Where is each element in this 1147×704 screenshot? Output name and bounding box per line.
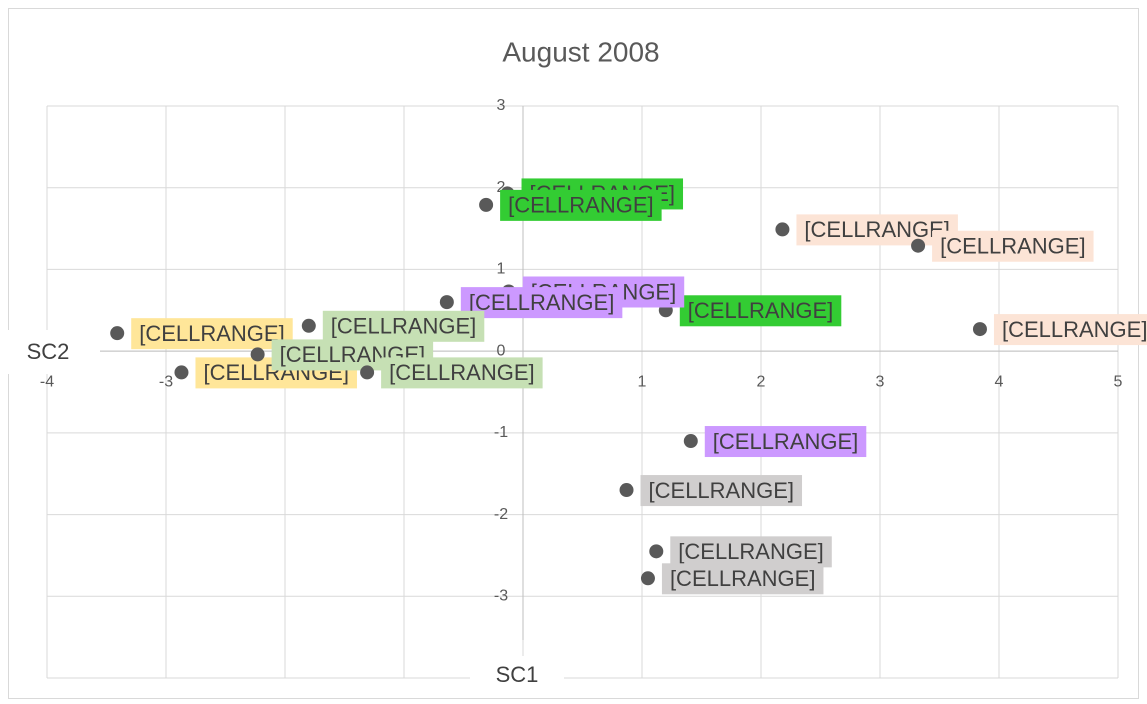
- data-label-box: [679, 295, 842, 327]
- data-label-text: [CELLRANGE]: [804, 217, 950, 242]
- x-tick-label: -3: [159, 373, 173, 390]
- data-label: [CELLRANGE]: [131, 318, 293, 350]
- y-axis-title-box: [8, 330, 100, 374]
- marker: [479, 197, 494, 212]
- data-label-box: [640, 475, 803, 507]
- data-label-box: [661, 563, 824, 595]
- x-tick-label: 1: [638, 373, 647, 390]
- data-label-text: [CELLRANGE]: [688, 298, 834, 323]
- chart-border: [8, 8, 1139, 699]
- data-label-box: [670, 536, 832, 568]
- marker: [619, 483, 634, 498]
- data-label: [CELLRANGE]: [381, 357, 543, 389]
- data-label-text: [CELLRANGE]: [331, 314, 477, 339]
- data-label-text: [CELLRANGE]: [508, 193, 654, 218]
- marker: [683, 434, 698, 449]
- y-axis-title: SC2: [8, 330, 100, 374]
- marker: [301, 318, 316, 333]
- marker: [110, 326, 125, 341]
- x-tick-label: -4: [40, 373, 54, 390]
- chart-title: August 2008: [502, 36, 659, 67]
- y-axis-title-text: SC2: [27, 339, 70, 364]
- data-label-box: [993, 314, 1147, 346]
- y-tick-label: 0: [497, 342, 506, 359]
- x-axis-title: SC1: [470, 656, 564, 696]
- data-label-text: [CELLRANGE]: [1002, 317, 1147, 342]
- marker: [360, 365, 375, 380]
- data-label: [CELLRANGE]: [670, 536, 832, 568]
- data-label-box: [322, 310, 485, 342]
- data-label-box: [500, 189, 662, 221]
- x-tick-label: 5: [1114, 373, 1123, 390]
- marker: [972, 322, 987, 337]
- data-label-text: [CELLRANGE]: [469, 290, 614, 315]
- data-label-text: [CELLRANGE]: [713, 429, 859, 454]
- data-label-text: [CELLRANGE]: [940, 234, 1086, 259]
- x-axis-title-text: SC1: [496, 662, 539, 687]
- y-tick-label: -2: [494, 506, 508, 523]
- data-label: [CELLRANGE]: [460, 287, 623, 319]
- data-label: [CELLRANGE]: [679, 295, 842, 327]
- data-label-box: [131, 318, 293, 350]
- y-tick-label: 1: [497, 261, 506, 278]
- y-tick-label: 2: [497, 179, 506, 196]
- data-label: [CELLRANGE]: [932, 230, 1094, 262]
- data-label-box: [704, 426, 867, 458]
- y-tick-label: -3: [494, 588, 508, 605]
- x-axis-title-box: [470, 656, 564, 696]
- marker: [439, 295, 454, 310]
- data-label: [CELLRANGE]: [322, 310, 485, 342]
- data-label-box: [932, 230, 1094, 262]
- data-label-text: [CELLRANGE]: [389, 360, 535, 385]
- data-label: [CELLRANGE]: [993, 314, 1147, 346]
- marker: [640, 571, 655, 586]
- data-label: [CELLRANGE]: [500, 189, 662, 221]
- data-label-text: [CELLRANGE]: [678, 539, 824, 564]
- data-label: [CELLRANGE]: [661, 563, 824, 595]
- marker: [250, 347, 265, 362]
- x-tick-label: 2: [757, 373, 766, 390]
- y-tick-label: -1: [494, 424, 508, 441]
- marker: [649, 544, 664, 559]
- data-label: [CELLRANGE]: [640, 475, 803, 507]
- x-tick-label: 4: [995, 373, 1004, 390]
- y-tick-label: 3: [497, 97, 506, 114]
- marker: [174, 365, 189, 380]
- x-tick-label: 3: [876, 373, 885, 390]
- data-label-text: [CELLRANGE]: [139, 321, 285, 346]
- data-label-text: [CELLRANGE]: [649, 478, 795, 503]
- marker: [911, 238, 926, 253]
- data-label-box: [381, 357, 543, 389]
- data-label: [CELLRANGE]: [796, 214, 958, 246]
- data-label-text: [CELLRANGE]: [670, 566, 816, 591]
- data-label-box: [796, 214, 958, 246]
- marker: [775, 222, 790, 237]
- data-label: [CELLRANGE]: [704, 426, 867, 458]
- data-label-box: [460, 287, 623, 319]
